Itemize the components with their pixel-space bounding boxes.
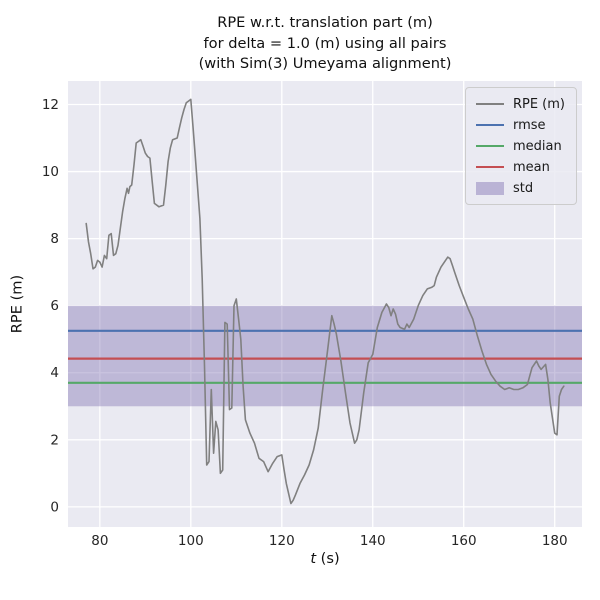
x-axis-label-unit: (s) <box>316 550 340 567</box>
legend-item-rpe: RPE (m) <box>475 95 565 113</box>
y-tick-label: 6 <box>50 298 59 314</box>
y-tick-label: 0 <box>50 499 59 515</box>
y-tick-label: 8 <box>50 231 59 247</box>
std-band <box>68 305 582 407</box>
y-tick-label: 10 <box>42 164 59 180</box>
rpe-series-line <box>85 98 565 505</box>
rmse-line-swatch-icon <box>475 123 504 127</box>
std-patch-swatch-icon <box>475 181 504 195</box>
x-axis-label-var: t <box>310 550 317 567</box>
legend-item-median: median <box>475 137 565 155</box>
legend-label-mean: mean <box>512 159 550 175</box>
chart-title-line2: for delta = 1.0 (m) using all pairs <box>203 34 447 52</box>
chart-title: RPE w.r.t. translation part (m) for delt… <box>68 13 582 75</box>
rpe-line-swatch-icon <box>475 102 504 106</box>
x-tick-label: 120 <box>269 533 295 549</box>
legend-label-rmse: rmse <box>512 117 546 133</box>
legend-item-mean: mean <box>475 158 565 176</box>
x-tick-label: 180 <box>542 533 568 549</box>
mean-line-swatch-icon <box>475 165 504 169</box>
x-tick-label: 100 <box>178 533 204 549</box>
median-line-swatch-icon <box>475 144 504 148</box>
y-tick-label: 2 <box>50 432 59 448</box>
legend-label-rpe: RPE (m) <box>512 96 565 112</box>
legend-label-median: median <box>512 138 562 154</box>
legend-label-std: std <box>512 180 534 196</box>
y-tick-label: 4 <box>50 365 59 381</box>
chart-title-line3: (with Sim(3) Umeyama alignment) <box>198 55 452 73</box>
x-tick-label: 160 <box>451 533 477 549</box>
y-axis-label: RPE (m) <box>8 274 26 334</box>
x-tick-label: 80 <box>91 533 108 549</box>
legend-item-rmse: rmse <box>475 116 565 134</box>
x-axis-label: t (s) <box>68 550 582 567</box>
legend: RPE (m) rmse median mean std <box>464 87 577 205</box>
y-tick-label: 12 <box>42 97 59 113</box>
chart-title-line1: RPE w.r.t. translation part (m) <box>217 14 433 31</box>
legend-item-std: std <box>475 179 565 197</box>
x-tick-label: 140 <box>360 533 386 549</box>
